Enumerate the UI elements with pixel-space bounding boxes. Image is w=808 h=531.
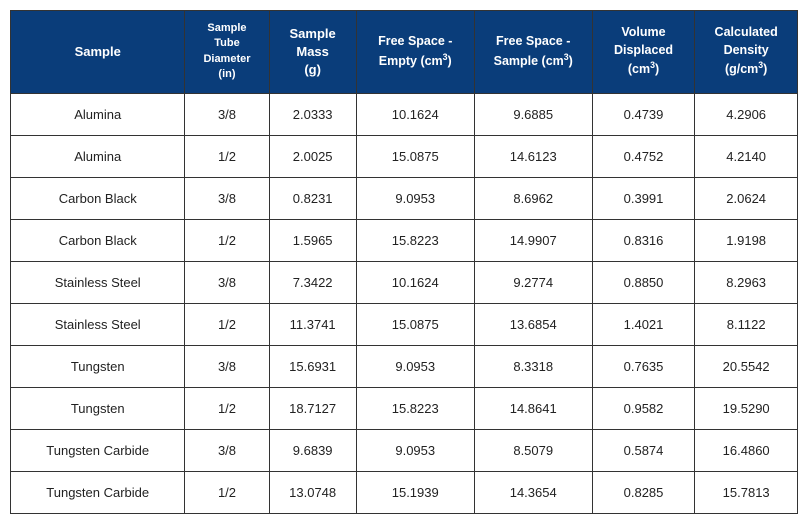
cell-density: 19.5290 — [695, 387, 798, 429]
cell-mass: 7.3422 — [269, 261, 356, 303]
cell-fs-empty: 10.1624 — [356, 261, 474, 303]
cell-mass: 15.6931 — [269, 345, 356, 387]
col-vol-disp: VolumeDisplaced(cm3) — [592, 11, 695, 94]
cell-mass: 18.7127 — [269, 387, 356, 429]
cell-fs-sample: 14.6123 — [474, 135, 592, 177]
cell-fs-sample: 8.6962 — [474, 177, 592, 219]
cell-sample: Stainless Steel — [11, 303, 185, 345]
cell-sample: Alumina — [11, 135, 185, 177]
cell-density: 20.5542 — [695, 345, 798, 387]
cell-mass: 0.8231 — [269, 177, 356, 219]
cell-diameter: 3/8 — [185, 177, 269, 219]
cell-vol-disp: 0.5874 — [592, 429, 695, 471]
cell-sample: Carbon Black — [11, 219, 185, 261]
cell-density: 8.2963 — [695, 261, 798, 303]
cell-vol-disp: 0.3991 — [592, 177, 695, 219]
cell-diameter: 3/8 — [185, 345, 269, 387]
cell-fs-sample: 14.3654 — [474, 471, 592, 513]
cell-fs-sample: 8.5079 — [474, 429, 592, 471]
cell-fs-sample: 14.9907 — [474, 219, 592, 261]
table-row: Tungsten Carbide 1/2 13.0748 15.1939 14.… — [11, 471, 798, 513]
cell-fs-sample: 9.2774 — [474, 261, 592, 303]
cell-fs-empty: 15.8223 — [356, 219, 474, 261]
cell-fs-sample: 13.6854 — [474, 303, 592, 345]
cell-density: 1.9198 — [695, 219, 798, 261]
table-row: Tungsten 3/8 15.6931 9.0953 8.3318 0.763… — [11, 345, 798, 387]
cell-vol-disp: 0.4739 — [592, 93, 695, 135]
table-row: Alumina 1/2 2.0025 15.0875 14.6123 0.475… — [11, 135, 798, 177]
table-row: Tungsten Carbide 3/8 9.6839 9.0953 8.507… — [11, 429, 798, 471]
cell-fs-empty: 15.0875 — [356, 135, 474, 177]
cell-diameter: 1/2 — [185, 303, 269, 345]
cell-sample: Carbon Black — [11, 177, 185, 219]
col-fs-empty: Free Space -Empty (cm3) — [356, 11, 474, 94]
cell-vol-disp: 0.8850 — [592, 261, 695, 303]
table-row: Tungsten 1/2 18.7127 15.8223 14.8641 0.9… — [11, 387, 798, 429]
col-mass: SampleMass(g) — [269, 11, 356, 94]
cell-fs-empty: 10.1624 — [356, 93, 474, 135]
table-row: Stainless Steel 3/8 7.3422 10.1624 9.277… — [11, 261, 798, 303]
cell-mass: 2.0333 — [269, 93, 356, 135]
cell-mass: 11.3741 — [269, 303, 356, 345]
cell-diameter: 1/2 — [185, 471, 269, 513]
cell-diameter: 1/2 — [185, 135, 269, 177]
cell-sample: Alumina — [11, 93, 185, 135]
cell-fs-sample: 8.3318 — [474, 345, 592, 387]
cell-density: 2.0624 — [695, 177, 798, 219]
cell-vol-disp: 0.4752 — [592, 135, 695, 177]
cell-vol-disp: 0.8316 — [592, 219, 695, 261]
cell-mass: 2.0025 — [269, 135, 356, 177]
cell-fs-sample: 9.6885 — [474, 93, 592, 135]
cell-sample: Tungsten — [11, 345, 185, 387]
col-sample: Sample — [11, 11, 185, 94]
cell-density: 15.7813 — [695, 471, 798, 513]
cell-density: 8.1122 — [695, 303, 798, 345]
cell-sample: Tungsten — [11, 387, 185, 429]
cell-sample: Stainless Steel — [11, 261, 185, 303]
density-table: Sample SampleTubeDiameter(in) SampleMass… — [10, 10, 798, 514]
cell-fs-sample: 14.8641 — [474, 387, 592, 429]
cell-vol-disp: 0.7635 — [592, 345, 695, 387]
cell-diameter: 3/8 — [185, 429, 269, 471]
cell-fs-empty: 9.0953 — [356, 429, 474, 471]
table-row: Stainless Steel 1/2 11.3741 15.0875 13.6… — [11, 303, 798, 345]
table-row: Carbon Black 3/8 0.8231 9.0953 8.6962 0.… — [11, 177, 798, 219]
table-row: Alumina 3/8 2.0333 10.1624 9.6885 0.4739… — [11, 93, 798, 135]
table-row: Carbon Black 1/2 1.5965 15.8223 14.9907 … — [11, 219, 798, 261]
cell-density: 4.2140 — [695, 135, 798, 177]
cell-mass: 1.5965 — [269, 219, 356, 261]
cell-density: 16.4860 — [695, 429, 798, 471]
cell-fs-empty: 9.0953 — [356, 177, 474, 219]
cell-density: 4.2906 — [695, 93, 798, 135]
cell-mass: 9.6839 — [269, 429, 356, 471]
cell-fs-empty: 9.0953 — [356, 345, 474, 387]
cell-fs-empty: 15.8223 — [356, 387, 474, 429]
cell-fs-empty: 15.0875 — [356, 303, 474, 345]
cell-vol-disp: 0.9582 — [592, 387, 695, 429]
cell-sample: Tungsten Carbide — [11, 471, 185, 513]
col-fs-sample: Free Space -Sample (cm3) — [474, 11, 592, 94]
col-sample-label: Sample — [75, 44, 121, 59]
cell-diameter: 3/8 — [185, 93, 269, 135]
col-diameter: SampleTubeDiameter(in) — [185, 11, 269, 94]
cell-sample: Tungsten Carbide — [11, 429, 185, 471]
header-row: Sample SampleTubeDiameter(in) SampleMass… — [11, 11, 798, 94]
cell-vol-disp: 0.8285 — [592, 471, 695, 513]
cell-diameter: 1/2 — [185, 219, 269, 261]
cell-mass: 13.0748 — [269, 471, 356, 513]
cell-diameter: 1/2 — [185, 387, 269, 429]
col-density: CalculatedDensity(g/cm3) — [695, 11, 798, 94]
table-body: Alumina 3/8 2.0333 10.1624 9.6885 0.4739… — [11, 93, 798, 513]
cell-fs-empty: 15.1939 — [356, 471, 474, 513]
cell-diameter: 3/8 — [185, 261, 269, 303]
cell-vol-disp: 1.4021 — [592, 303, 695, 345]
